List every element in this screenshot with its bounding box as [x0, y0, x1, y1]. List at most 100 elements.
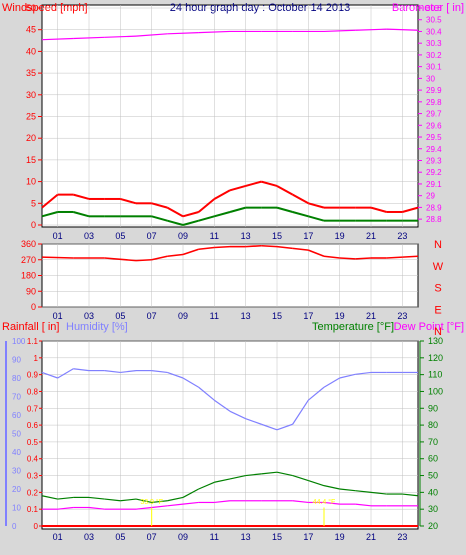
weather-x-tick-label: 15 [272, 532, 282, 542]
wind-gust-line [292, 193, 309, 205]
rain-tick-label: 0.5 [27, 438, 39, 447]
barometer-tick-label: 28.9 [426, 203, 442, 212]
dewpoint-line [151, 505, 168, 509]
humidity-tick-label: 10 [12, 504, 21, 513]
wind-tick-label: 45 [26, 25, 36, 35]
barometer-tick-label: 30.5 [426, 16, 442, 25]
wind-avg-line [73, 211, 90, 218]
humidity-tick-label: 20 [12, 485, 21, 494]
wind-x-tick-label: 23 [397, 231, 407, 241]
temperature-line [120, 498, 137, 502]
temperature-tick-label: 100 [428, 386, 443, 396]
wind-avg-line [229, 206, 246, 213]
wind-direction-line [135, 258, 152, 262]
dewpoint-line [135, 506, 152, 510]
temperature-tick-label: 90 [428, 403, 438, 413]
barometer-axis-label: Barometer [ in] [392, 2, 464, 14]
weather-x-tick-label: 05 [115, 532, 125, 542]
direction-tick-label: 180 [21, 271, 36, 281]
weather-panel-bg [41, 340, 419, 530]
wind-avg-line [151, 215, 168, 222]
wind-direction-line [214, 245, 231, 249]
temperature-line [245, 473, 262, 477]
wind-gust-line [198, 198, 215, 213]
humidity-line [323, 377, 340, 388]
humidity-line [229, 410, 246, 420]
wind-tick-label: 15 [26, 155, 36, 165]
weather-x-tick-label: 09 [178, 532, 188, 542]
wind-tick-label: 0 [31, 220, 36, 230]
barometer-tick-label: 29.1 [426, 180, 442, 189]
rainfall-axis-label: Rainfall [ in] [2, 321, 59, 333]
compass-letter: E [434, 304, 441, 316]
wind-x-tick-label: 05 [115, 231, 125, 241]
barometer-tick-label: 29.3 [426, 156, 442, 165]
direction-x-tick-label: 19 [335, 311, 345, 321]
humidity-tick-label: 90 [12, 356, 21, 365]
wind-x-tick-label: 11 [210, 231, 219, 241]
humidity-line [213, 399, 231, 412]
temperature-line [276, 471, 293, 477]
temperature-line [135, 498, 152, 504]
wind-direction-line [41, 256, 74, 259]
barometer-tick-label: 29 [426, 192, 435, 201]
dewpoint-line [323, 501, 340, 505]
wind-x-tick-label: 19 [335, 231, 345, 241]
direction-x-tick-label: 17 [303, 311, 313, 321]
wind-gust-line [229, 184, 246, 192]
wind-direction-line [386, 256, 403, 259]
temperature-tick-label: 50 [428, 471, 438, 481]
wind-direction-line [339, 257, 356, 260]
barometer-tick-label: 29.5 [426, 133, 442, 142]
wind-x-tick-label: 13 [241, 231, 251, 241]
humidity-line [73, 368, 90, 372]
wind-gust-line [370, 206, 387, 213]
temperature-line [355, 490, 372, 493]
weather-x-tick-label: 11 [210, 532, 219, 542]
wind-avg-line [292, 211, 309, 218]
humidity-line [307, 386, 325, 401]
rain-tick-label: 1 [34, 354, 39, 363]
wind-direction-line [104, 257, 137, 262]
temperature-line [57, 496, 74, 500]
barometer-tick-label: 30.2 [426, 51, 442, 60]
rain-tick-label: 0.9 [27, 371, 39, 380]
dewpoint-line [292, 500, 309, 504]
direction-x-tick-label: 01 [53, 311, 63, 321]
humidity-tick-label: 100 [12, 337, 26, 346]
wind-avg-line [276, 206, 293, 213]
temperature-tick-label: 110 [428, 370, 442, 380]
axes-layer: 0510152025303540455028.828.92929.129.229… [5, 3, 444, 542]
humidity-line [245, 418, 262, 425]
wind-direction-line [245, 244, 262, 248]
rain-tick-label: 0.2 [27, 488, 39, 497]
temperature-tick-label: 120 [428, 353, 443, 363]
humidity-tick-label: 50 [12, 430, 21, 439]
wind-gust-line [261, 180, 278, 187]
wind-tick-label: 40 [26, 46, 36, 56]
wind-avg-line [308, 215, 325, 222]
barometer-tick-label: 30.6 [426, 4, 442, 13]
compass-letter: N [434, 239, 442, 251]
rain-tick-label: 0.4 [27, 455, 39, 464]
weather-x-tick-label: 03 [84, 532, 94, 542]
wind-avg-line [167, 219, 184, 226]
wind-avg-line [182, 219, 199, 226]
compass-letter: N [434, 326, 442, 338]
wind-tick-label: 10 [26, 177, 36, 187]
dewpoint-line [214, 500, 231, 504]
dewpoint-line [88, 506, 105, 510]
barometer-tick-label: 28.8 [426, 215, 442, 224]
barometer-line [198, 30, 231, 34]
wind-x-tick-label: 15 [272, 231, 282, 241]
temperature-line [198, 481, 215, 490]
barometer-tick-label: 30.4 [426, 27, 442, 36]
direction-tick-label: 90 [26, 286, 36, 296]
direction-tick-label: 270 [21, 255, 36, 265]
wind-direction-line [151, 255, 168, 261]
direction-x-tick-label: 15 [272, 311, 282, 321]
temperature-line [88, 496, 105, 500]
direction-x-tick-label: 11 [210, 311, 219, 321]
wind-direction-line [276, 245, 293, 250]
